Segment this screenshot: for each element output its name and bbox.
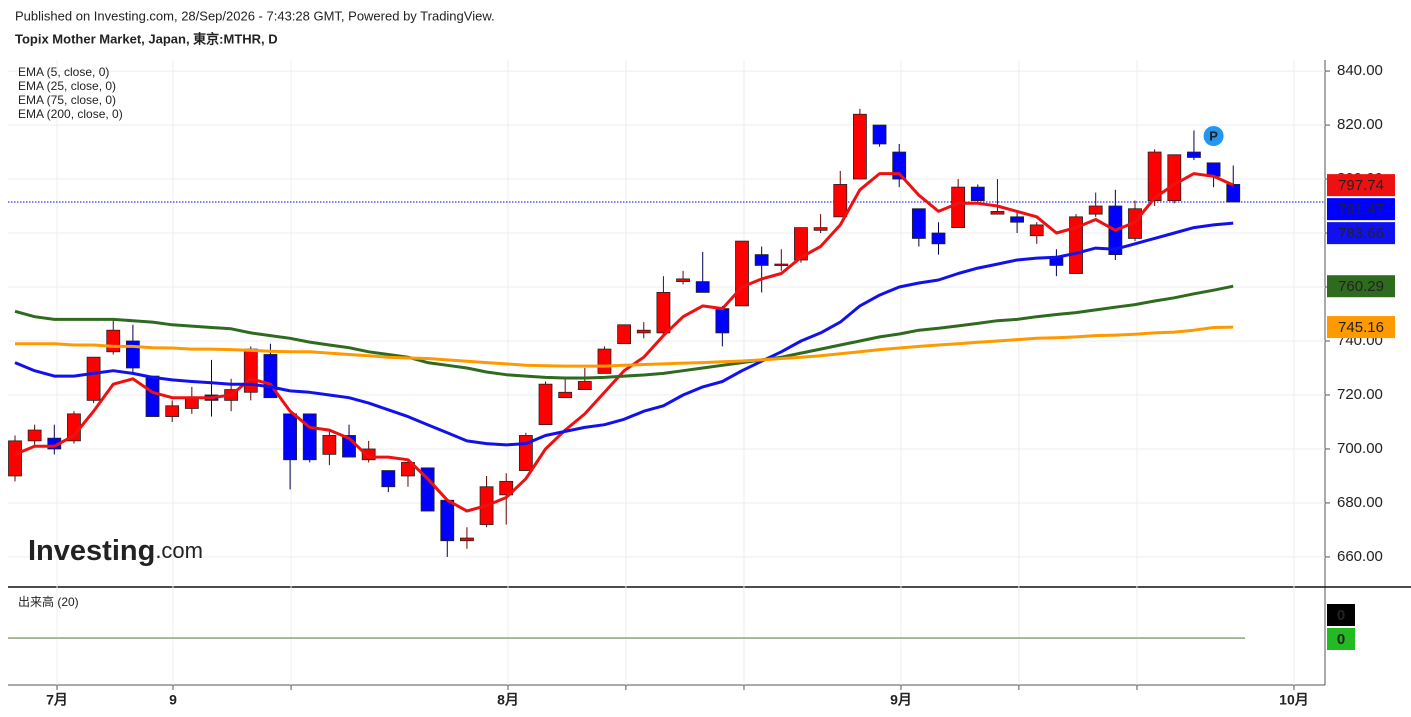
candle-body xyxy=(184,397,199,409)
x-tick-label: 9月 xyxy=(890,692,912,708)
logo-part: .com xyxy=(155,538,203,563)
candle-body xyxy=(499,480,514,496)
candle-body xyxy=(970,186,985,202)
candle-body xyxy=(872,124,887,145)
candle-body xyxy=(27,429,42,442)
candle-body xyxy=(1069,216,1083,274)
price-label-box xyxy=(1327,222,1395,245)
candle-body xyxy=(636,329,651,334)
candle-body xyxy=(440,499,455,542)
x-tick-label: 7月 xyxy=(46,692,68,708)
marker-label: P xyxy=(1209,128,1218,143)
candle-body xyxy=(931,232,946,245)
candle-body xyxy=(715,308,730,334)
candle-body xyxy=(656,292,671,334)
legend-entry: EMA (5, close, 0) xyxy=(18,65,109,79)
candle-body xyxy=(990,211,1005,215)
candle-body xyxy=(8,440,22,477)
candle-body xyxy=(420,467,435,512)
candle-body xyxy=(460,537,474,542)
candle-body xyxy=(322,435,337,455)
price-label: 783.66 xyxy=(1338,225,1384,242)
chart-title: Topix Mother Market, Japan, 東京:MTHR, D xyxy=(15,31,278,46)
candle-body xyxy=(145,375,160,417)
candle-body xyxy=(577,381,592,390)
logo: Investing.com xyxy=(28,535,203,567)
y-tick-label: 720.00 xyxy=(1337,386,1383,403)
candle-body xyxy=(401,462,415,477)
candle-body xyxy=(695,281,710,293)
candle-body xyxy=(813,227,828,231)
candle-body xyxy=(558,391,573,399)
candle-body xyxy=(1088,205,1103,215)
candle-body xyxy=(165,405,180,417)
candle-body xyxy=(538,383,553,426)
y-tick-label: 660.00 xyxy=(1337,548,1383,565)
candle-body xyxy=(1029,224,1044,237)
ema-line xyxy=(15,325,1234,368)
volume-label-box xyxy=(1327,628,1355,650)
candle-body xyxy=(1187,151,1201,158)
y-tick-label: 820.00 xyxy=(1337,116,1383,133)
candle-body xyxy=(283,413,297,461)
ema-line xyxy=(14,172,1234,513)
price-label: 797.74 xyxy=(1338,177,1384,194)
candle-body xyxy=(1010,216,1024,223)
candle-body xyxy=(1167,154,1182,202)
candle-body xyxy=(1226,184,1241,203)
price-label: 745.16 xyxy=(1338,319,1384,336)
candle-body xyxy=(1147,151,1162,202)
price-label: 760.29 xyxy=(1338,278,1384,295)
candle-body xyxy=(302,413,317,461)
subtitle: Published on Investing.com, 28/Sep/2026 … xyxy=(15,8,495,23)
marker-badge xyxy=(1203,126,1224,146)
x-tick-label: 9 xyxy=(169,692,177,708)
y-tick-label: 840.00 xyxy=(1337,62,1383,79)
volume-label: 0 xyxy=(1337,607,1345,624)
candle-body xyxy=(951,186,966,229)
candle-body xyxy=(774,263,789,266)
legend-entry: EMA (25, close, 0) xyxy=(18,79,116,93)
candle-body xyxy=(794,227,808,261)
x-tick-label: 8月 xyxy=(497,692,519,708)
legend-entry: EMA (200, close, 0) xyxy=(18,107,123,121)
candle-body xyxy=(911,208,926,239)
price-label-box xyxy=(1327,316,1395,339)
candle-body xyxy=(735,240,749,307)
volume-label: 0 xyxy=(1337,631,1345,648)
price-label-box xyxy=(1327,174,1395,197)
price-label: 791.47 xyxy=(1338,201,1384,218)
candle-body xyxy=(853,113,867,180)
candle-body xyxy=(754,254,769,266)
candle-body xyxy=(106,329,121,353)
volume-legend: 出来高 (20) xyxy=(18,594,79,609)
candle-body xyxy=(361,448,376,461)
candle-body xyxy=(833,184,848,218)
candle-body xyxy=(597,348,612,374)
candle-body xyxy=(86,356,101,401)
candle-body xyxy=(676,278,690,283)
x-tick-label: 10月 xyxy=(1279,692,1309,708)
legend-entry: EMA (75, close, 0) xyxy=(18,93,116,107)
candle-body xyxy=(617,324,632,345)
candle-body xyxy=(381,470,396,488)
price-label-box xyxy=(1327,275,1395,298)
logo-part: Investing xyxy=(28,535,155,567)
volume-label-box xyxy=(1327,604,1355,626)
ema-line xyxy=(14,221,1234,447)
y-tick-label: 680.00 xyxy=(1337,494,1383,511)
price-label-box xyxy=(1327,198,1395,221)
y-tick-label: 700.00 xyxy=(1337,440,1383,457)
ema-line xyxy=(14,284,1234,380)
